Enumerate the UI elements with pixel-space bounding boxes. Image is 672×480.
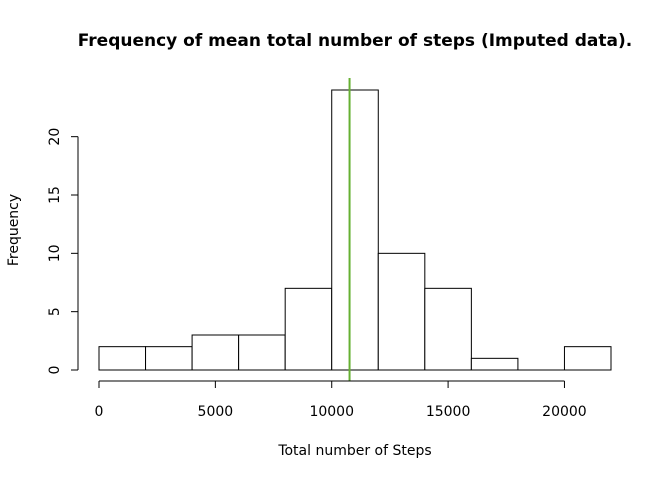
histogram-bar-5 [284,287,333,371]
histogram-bar-3 [191,334,240,371]
histogram-bar-2 [145,346,193,371]
histogram-bar-11 [563,346,612,371]
x-tick-label-15000: 15000 [426,404,471,420]
x-tick-label-20000: 20000 [542,404,587,420]
x-axis: 0 5000 10000 15000 20000 [95,380,587,420]
histogram-bar-8 [424,287,472,371]
x-axis-label: Total number of Steps [277,443,431,459]
y-tick-label-5: 5 [47,307,63,316]
y-tick-label-10: 10 [47,244,63,262]
y-tick-label-15: 15 [47,186,63,204]
chart-title: Frequency of mean total number of steps … [78,31,632,51]
y-axis: 0 5 10 15 20 [47,128,79,375]
histogram-bar-9 [470,357,519,371]
y-axis-label: Frequency [6,194,22,266]
y-tick-label-0: 0 [47,366,63,375]
x-tick-label-0: 0 [95,404,104,420]
x-tick-label-5000: 5000 [198,404,234,420]
bars-group [98,89,612,371]
y-tick-label-20: 20 [47,128,63,146]
x-tick-label-10000: 10000 [309,404,354,420]
histogram-bar-6 [331,89,379,371]
histogram-bar-4 [238,334,286,371]
histogram-bar-7 [377,252,426,371]
histogram-bar-1 [98,346,147,371]
